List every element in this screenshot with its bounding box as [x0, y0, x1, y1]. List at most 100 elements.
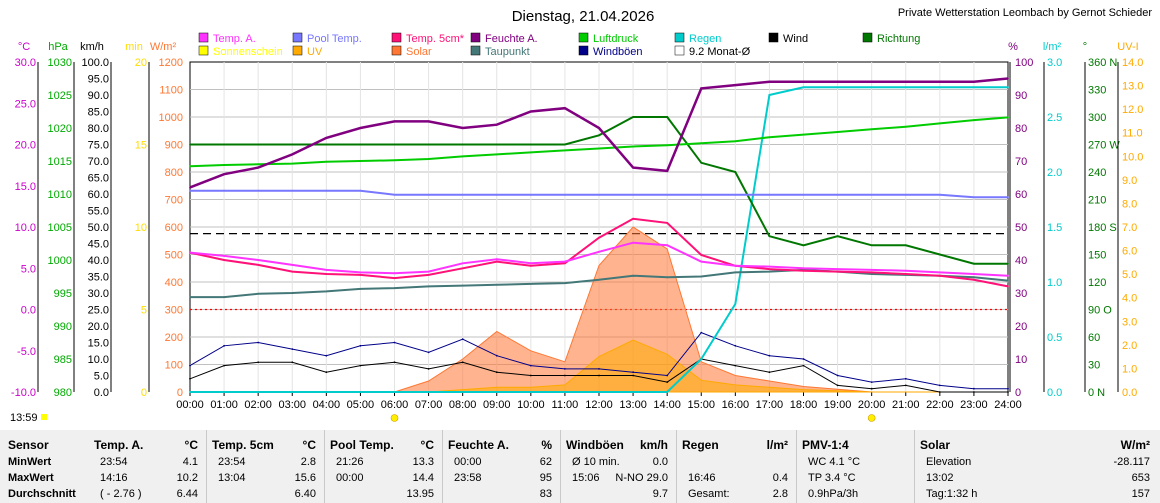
table-cell-label: Elevation	[926, 456, 972, 468]
solar-axis-tick-label: 0	[177, 387, 183, 399]
kmh-axis-tick-label: 85.0	[88, 107, 109, 119]
series-windboeen-point	[427, 351, 430, 354]
dir-axis-unit-label: °	[1083, 41, 1087, 53]
series-taupunkt-point	[291, 292, 294, 294]
column-unit: °C	[302, 438, 316, 452]
series-luftdruck-point	[564, 149, 566, 152]
sun-event-marker	[867, 414, 876, 422]
series-taupunkt-point	[359, 288, 362, 290]
series-feuchte-point	[666, 170, 669, 172]
series-windboeen-point	[734, 344, 737, 347]
series-windboeen-point	[529, 364, 532, 367]
series-wind-point	[461, 361, 464, 364]
series-temp-5cm-point	[938, 274, 941, 277]
table-column: PMV-1:4 WC 4.1 °C TP 3.4 °C 0.9hPa/3h	[796, 430, 915, 503]
time-tick-label: 11:00	[552, 399, 579, 411]
column-header: Windböen	[566, 438, 624, 452]
series-temp-a-point	[768, 265, 771, 268]
series-taupunkt-point	[870, 273, 873, 275]
rain-axis-tick-label: 3.0	[1047, 57, 1062, 69]
series-feuchte-point	[1007, 77, 1009, 80]
kmh-axis-tick-label: 60.0	[88, 189, 109, 201]
series-richtung-point	[734, 171, 737, 173]
uv-axis-tick-label: 6.0	[1122, 246, 1137, 258]
uv-axis-tick-label: 4.0	[1122, 293, 1137, 305]
table-cell-label: 16:46	[688, 472, 716, 484]
series-feuchte-point	[904, 80, 907, 83]
series-regen-point	[291, 391, 294, 393]
series-regen-point	[427, 391, 430, 393]
series-feuchte-point	[802, 80, 805, 83]
series-temp-a-point	[598, 250, 600, 253]
series-richtung-point	[325, 143, 328, 146]
series-wind-point	[734, 364, 737, 367]
hum-axis-tick-label: 10	[1015, 354, 1027, 366]
hpa-axis-tick-label: 1025	[48, 90, 72, 102]
table-cell-label: 23:54	[100, 456, 128, 468]
series-temp-a-point	[359, 271, 362, 274]
series-regen-point	[598, 391, 600, 393]
kmh-axis-tick-label: 40.0	[88, 255, 109, 267]
series-temp-a-point	[904, 269, 907, 272]
series-pool-temp-point	[291, 189, 294, 192]
legend-label: Sonnenschein	[213, 46, 283, 58]
series-regen-point	[189, 391, 191, 393]
kmh-axis-tick-label: 15.0	[88, 338, 109, 350]
solar-axis-tick-label: 200	[165, 332, 183, 344]
hpa-axis-tick-label: 980	[54, 387, 72, 399]
table-cell-label: 00:00	[336, 472, 364, 484]
series-feuchte-point	[768, 80, 771, 83]
kmh-axis-tick-label: 25.0	[88, 305, 109, 317]
series-windboeen-point	[461, 338, 464, 341]
series-richtung-point	[564, 143, 566, 146]
table-cell-label: ( - 2.76 )	[100, 488, 142, 500]
legend-label: Windböen	[593, 46, 643, 58]
axes: 30.025.020.015.010.05.00.0-5.0-10.0°C103…	[11, 41, 1144, 399]
series-pool-temp-point	[836, 193, 839, 196]
series-temp-5cm-point	[768, 268, 771, 270]
table-cell-value: 2.8	[300, 456, 316, 468]
series-temp-5cm-point	[802, 269, 805, 272]
table-cell-label: Gesamt:	[688, 488, 730, 500]
temp-axis-tick-label: 0.0	[21, 305, 36, 317]
rain-axis-tick-label: 0.5	[1047, 332, 1062, 344]
series-wind-point	[427, 368, 430, 370]
time-tick-label: 14:00	[653, 399, 681, 411]
column-header: PMV-1:4	[802, 438, 849, 452]
table-cell-label: 13:04	[218, 472, 246, 484]
row-label-avg: Durchschnitt	[8, 488, 76, 500]
series-richtung-point	[189, 143, 191, 146]
series-temp-a-point	[189, 251, 191, 254]
legend-label: Temp. 5cm*	[406, 33, 465, 45]
time-tick-label: 13:00	[619, 399, 647, 411]
kmh-axis-tick-label: 20.0	[88, 321, 109, 333]
hum-axis-tick-label: 20	[1015, 321, 1027, 333]
series-regen-point	[938, 86, 941, 89]
table-cell-value: 157	[1131, 488, 1150, 500]
series-luftdruck-point	[359, 160, 362, 162]
table-cell-value: N-NO 29.0	[615, 472, 668, 484]
series-temp-a-point	[564, 260, 566, 263]
series-pool-temp-point	[495, 193, 498, 196]
series-windboeen-point	[973, 387, 975, 390]
dir-axis-tick-label: 270 W	[1088, 140, 1120, 152]
series-temp-5cm-point	[325, 273, 328, 275]
stats-table: Sensor MinWert MaxWert Durchschnitt Temp…	[0, 430, 1160, 503]
rain-axis-tick-label: 0.0	[1047, 387, 1062, 399]
table-cell-value: 13.95	[406, 488, 434, 500]
series-luftdruck-point	[427, 158, 430, 160]
table-cell-value: 0.0	[652, 456, 668, 468]
time-tick-label: 06:00	[381, 399, 409, 411]
series-pool-temp-point	[427, 193, 430, 196]
temp-axis-tick-label: -5.0	[17, 346, 36, 358]
table-cell-value: 4.1	[182, 456, 198, 468]
series-richtung-point	[666, 116, 669, 118]
series-windboeen-point	[598, 368, 600, 370]
series-temp-a-point	[666, 244, 669, 247]
series-regen-point	[223, 391, 226, 393]
legend-swatch	[470, 45, 481, 56]
sun-axis-tick-label: 15	[135, 140, 147, 152]
series-windboeen-point	[768, 354, 771, 357]
series-pool-temp-point	[1007, 196, 1009, 199]
series-windboeen-point	[870, 381, 873, 383]
